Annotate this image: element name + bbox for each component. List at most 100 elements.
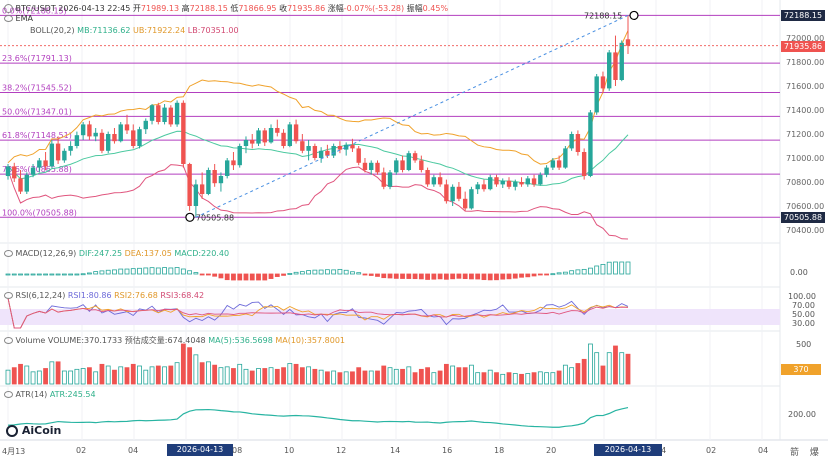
candle-body[interactable] [337, 146, 343, 150]
candle-body[interactable] [24, 174, 29, 192]
candle-body[interactable] [243, 140, 249, 146]
candle-body[interactable] [300, 141, 305, 151]
atr-eye-icon[interactable] [4, 391, 13, 398]
candle-body[interactable] [475, 184, 480, 190]
candle-body[interactable] [394, 160, 399, 173]
volume-legend[interactable]: Volume VOLUME:370.1733 预估成交量:674.4048 MA… [4, 335, 345, 346]
candle-body[interactable] [444, 184, 449, 202]
candle-body[interactable] [544, 167, 549, 175]
candle-body[interactable] [538, 174, 543, 185]
candle-body[interactable] [500, 180, 505, 185]
candle-body[interactable] [131, 130, 136, 146]
candle-body[interactable] [550, 160, 556, 168]
candle-body[interactable] [437, 177, 443, 185]
axis-right-glyphs[interactable]: 箭 爆 [790, 448, 823, 458]
candle-body[interactable] [519, 182, 524, 185]
candle-body[interactable] [613, 52, 618, 80]
candle-body[interactable] [331, 146, 336, 156]
candle-body[interactable] [588, 112, 593, 176]
candle-body[interactable] [256, 130, 261, 144]
candle-body[interactable] [106, 134, 111, 151]
candle-body[interactable] [231, 160, 236, 166]
candle-body[interactable] [218, 176, 224, 184]
candle-body[interactable] [412, 153, 418, 161]
candle-body[interactable] [212, 170, 217, 184]
candle-body[interactable] [224, 160, 230, 176]
candle-body[interactable] [30, 167, 36, 175]
candle-body[interactable] [18, 178, 23, 192]
info-icon[interactable] [4, 4, 13, 13]
candle-body[interactable] [80, 124, 86, 136]
candle-body[interactable] [93, 132, 98, 137]
candle-body[interactable] [318, 150, 324, 158]
candle-body[interactable] [469, 189, 474, 209]
candle-body[interactable] [55, 143, 61, 161]
candle-body[interactable] [137, 129, 142, 146]
candle-body[interactable] [581, 152, 587, 176]
candle-body[interactable] [87, 124, 92, 137]
candle-body[interactable] [462, 198, 468, 209]
candle-body[interactable] [168, 107, 174, 125]
candle-body[interactable] [275, 128, 280, 133]
candle-body[interactable] [187, 164, 192, 206]
candle-body[interactable] [62, 150, 67, 161]
candle-body[interactable] [49, 143, 55, 167]
candle-body[interactable] [456, 186, 462, 199]
candle-body[interactable] [68, 146, 73, 151]
candle-body[interactable] [600, 76, 606, 89]
candle-body[interactable] [43, 160, 48, 167]
volume-eye-icon[interactable] [4, 337, 13, 344]
atr-legend[interactable]: ATR(14) ATR:245.54 [4, 390, 96, 399]
candle-body[interactable] [488, 177, 493, 190]
candle-body[interactable] [193, 184, 199, 206]
candle-body[interactable] [569, 134, 574, 149]
candle-body[interactable] [118, 124, 123, 142]
candle-body[interactable] [156, 105, 161, 122]
candle-body[interactable] [607, 52, 612, 89]
candle-body[interactable] [513, 182, 518, 187]
candle-body[interactable] [531, 178, 537, 185]
candle-body[interactable] [237, 146, 242, 166]
candle-body[interactable] [12, 166, 17, 179]
candle-body[interactable] [99, 132, 105, 151]
boll-legend[interactable]: BOLL(20,2) MB:71136.62 UB:71922.24 LB:70… [30, 26, 239, 35]
candle-body[interactable] [293, 124, 299, 142]
candle-body[interactable] [112, 134, 117, 142]
candle-body[interactable] [419, 160, 424, 170]
candle-body[interactable] [262, 130, 267, 143]
candle-body[interactable] [312, 146, 318, 158]
candle-body[interactable] [625, 39, 631, 46]
candle-body[interactable] [425, 170, 430, 185]
candle-body[interactable] [525, 178, 530, 185]
candle-body[interactable] [325, 150, 330, 156]
candle-body[interactable] [268, 128, 274, 143]
candle-body[interactable] [431, 177, 437, 185]
candle-body[interactable] [199, 184, 205, 194]
candle-body[interactable] [575, 134, 581, 152]
candle-body[interactable] [375, 162, 380, 173]
rsi-legend[interactable]: RSI(6,12,24) RSI1:80.86 RSI2:76.68 RSI3:… [4, 291, 204, 300]
candle-body[interactable] [369, 162, 374, 170]
candle-body[interactable] [250, 140, 255, 144]
candle-body[interactable] [406, 153, 412, 170]
fib-trend-line[interactable] [195, 14, 629, 218]
candle-body[interactable] [143, 120, 148, 130]
candle-body[interactable] [494, 177, 499, 185]
trend-low-handle[interactable] [185, 212, 195, 222]
candle-body[interactable] [387, 172, 393, 187]
candle-body[interactable] [162, 107, 167, 122]
candle-body[interactable] [74, 135, 80, 146]
candle-body[interactable] [594, 76, 599, 113]
candle-body[interactable] [481, 184, 487, 190]
rsi-eye-icon[interactable] [4, 292, 13, 299]
candle-body[interactable] [343, 144, 349, 150]
candle-body[interactable] [206, 170, 211, 194]
eye-icon[interactable] [4, 15, 13, 22]
candle-body[interactable] [306, 146, 311, 151]
candle-body[interactable] [362, 162, 368, 170]
candle-body[interactable] [400, 160, 405, 170]
macd-legend[interactable]: MACD(12,26,9) DIF:247.25 DEA:137.05 MACD… [4, 249, 229, 258]
candle-body[interactable] [450, 186, 455, 202]
ema-row[interactable]: EMA [4, 14, 33, 23]
